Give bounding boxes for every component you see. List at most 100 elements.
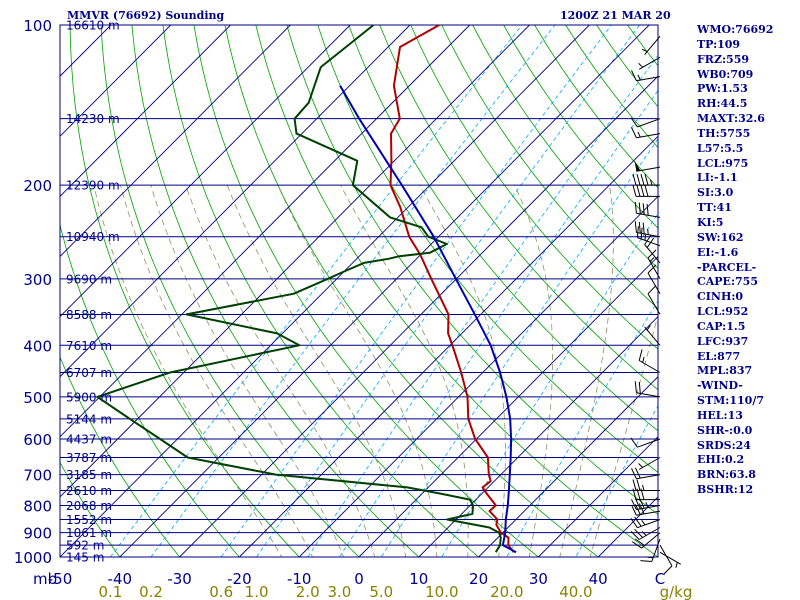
wind-barb-stroke [634, 516, 642, 527]
wind-barb-stroke [641, 531, 647, 536]
moist-adiabat-line [340, 184, 469, 557]
wind-barb-stroke [636, 226, 639, 238]
index-item: MPL:837 [697, 364, 753, 378]
wind-barb-stroke [637, 237, 661, 247]
mixing-ratio-lines [109, 25, 658, 557]
index-item: SW:162 [697, 230, 744, 244]
wind-barb [638, 457, 661, 470]
wind-barb [634, 381, 661, 398]
height-labels: 16610 m 14230 m 12390 m 10940 m 9690 m 8588 m… [66, 19, 120, 565]
wind-barb-stroke [641, 48, 648, 53]
wind-barb-stroke [637, 438, 661, 448]
wind-barb-stroke [635, 538, 645, 546]
index-item: CINH:0 [697, 290, 744, 304]
moist-adiabat-line [120, 184, 313, 557]
wind-barb-stroke [631, 541, 642, 549]
dry-adiabat-line [162, 25, 480, 557]
wind-barb-stroke [630, 117, 638, 128]
moist-adiabat-line [514, 184, 553, 557]
isotherm-line [119, 25, 650, 557]
wind-barb [647, 264, 661, 294]
wind-barb-stroke [649, 257, 655, 262]
index-item: SRDS:24 [697, 438, 751, 452]
index-item: TH:5755 [697, 126, 751, 140]
wind-barb-stroke [636, 479, 641, 491]
moist-adiabat-line [559, 185, 614, 557]
wind-barb [634, 201, 661, 218]
wind-barb [640, 538, 661, 562]
plot-border [59, 24, 659, 558]
height-label: 7610 m [66, 339, 112, 353]
wind-barb-stroke [638, 202, 641, 215]
temperature-tick-label: -30 [167, 570, 192, 588]
wind-barb [641, 35, 661, 56]
wind-barb [630, 527, 661, 540]
index-item: STM:110/7 [697, 394, 764, 408]
temperature-tick-label: 20 [469, 570, 488, 588]
wind-barb-stroke [644, 35, 661, 56]
wind-barb-stroke [637, 118, 661, 128]
height-label: 145 m [66, 551, 104, 565]
isobars [60, 24, 658, 558]
wind-barb [630, 437, 661, 448]
temperature-tick-label: -20 [227, 570, 252, 588]
wind-barb-stroke [636, 173, 641, 186]
isotherm-line [538, 436, 658, 557]
index-item: TT:41 [697, 201, 732, 215]
height-label: 6707 m [66, 366, 112, 380]
wind-barb-stroke [634, 467, 641, 479]
dry-adiabat-line [193, 25, 540, 557]
wind-barb [632, 185, 660, 197]
mixing-ratio-label: 0.2 [139, 583, 163, 600]
dry-adiabat-line [410, 25, 658, 350]
wind-barb-stroke [646, 325, 651, 331]
index-item: BSHR:12 [697, 483, 754, 497]
pressure-tick-label: 800 [23, 497, 52, 515]
wind-barb [630, 516, 661, 529]
wind-barb [632, 488, 660, 501]
wind-barb-stroke [642, 484, 645, 491]
wind-barb-stroke [640, 185, 645, 197]
index-item: MAXT:32.6 [697, 112, 765, 126]
wind-barb-stroke [637, 74, 641, 81]
wind-barb-stroke [638, 221, 641, 234]
pressure-tick-label: 200 [23, 177, 52, 195]
wind-barbs [630, 35, 682, 575]
index-item: EL:877 [697, 349, 741, 363]
wind-barb-stroke [640, 560, 652, 562]
wind-barb-stroke [634, 529, 644, 538]
mixing-ratio-label: 40.0 [559, 583, 592, 600]
index-item: LCL:952 [697, 305, 749, 319]
height-label: 2068 m [66, 499, 112, 513]
wind-barb-stroke [631, 127, 637, 139]
moist-adiabat-line [277, 184, 438, 557]
wind-barb-pennant [634, 160, 641, 172]
wind-barb-stroke [636, 392, 661, 398]
wind-barb-stroke [647, 272, 661, 294]
isotherm-line [179, 75, 658, 557]
moist-adiabat-line [185, 184, 376, 557]
height-label: 9690 m [66, 272, 112, 286]
wind-barb-stroke [646, 237, 655, 248]
height-label: 16610 m [66, 19, 120, 33]
height-label: 5144 m [66, 412, 112, 426]
wind-barb-stroke [631, 468, 637, 480]
wind-barb-stroke [636, 185, 641, 197]
mixing-ratio-line [506, 300, 658, 557]
dry-adiabat-line [286, 25, 658, 515]
wind-barb-stroke [632, 488, 637, 500]
wind-barb [631, 127, 661, 139]
isotherm-line [60, 25, 351, 318]
dry-adiabat-line [348, 25, 658, 432]
wind-barb-stroke [634, 221, 637, 233]
index-item: WMO:76692 [697, 23, 774, 36]
index-item: KI:5 [697, 215, 724, 229]
index-item: LFC:937 [697, 334, 749, 348]
pressure-tick-label: 600 [23, 431, 52, 449]
index-item: LI:-1.1 [697, 171, 738, 185]
isotherm-line [60, 25, 172, 137]
mixing-ratio-labels: 0.1 0.2 0.6 1.0 2.0 3.0 5.0 10.0 20.0 40.0 g/kg [98, 583, 692, 600]
wind-barb [644, 325, 661, 346]
index-panel: WMO:76692 TP:109 FRZ:559 WB0:709 PW:1.53 RH:4… [697, 23, 773, 498]
index-item: -WIND- [697, 379, 743, 393]
